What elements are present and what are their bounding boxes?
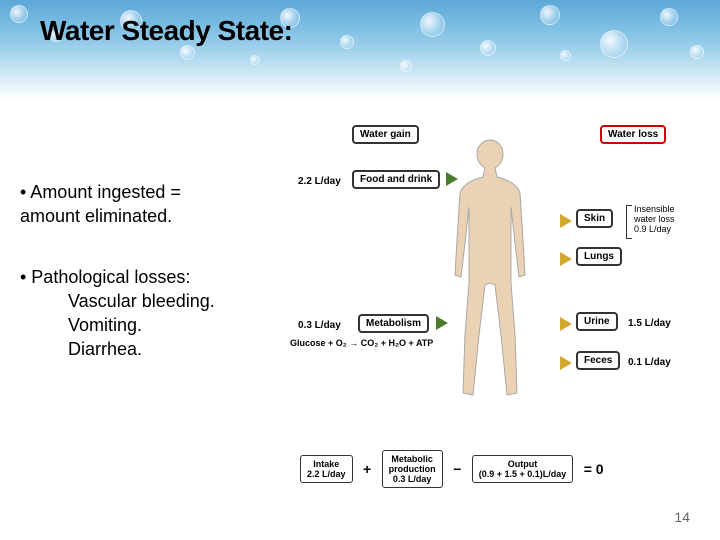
eq-zero: = 0 [584, 461, 604, 477]
eq-plus: + [363, 461, 371, 477]
metab-value: 0.3 L/day [298, 320, 341, 331]
food-arrow [428, 168, 458, 190]
loss-label-box: Water loss [600, 125, 666, 144]
feces-box: Feces [576, 351, 620, 370]
skin-arrow [540, 210, 572, 232]
bullet-2: • Pathological losses: [20, 265, 300, 289]
metab-reaction: Glucose + O₂ → CO₂ + H₂O + ATP [290, 338, 433, 348]
sub-3: Diarrhea. [68, 337, 300, 361]
gain-label-box: Water gain [352, 125, 419, 144]
sub-2: Vomiting. [68, 313, 300, 337]
eq-metab: Metabolic production 0.3 L/day [382, 450, 443, 488]
eq-output: Output (0.9 + 1.5 + 0.1)L/day [472, 455, 574, 483]
slide-title: Water Steady State: [40, 15, 292, 47]
food-box: Food and drink [352, 170, 440, 189]
eq-minus: − [453, 461, 461, 477]
urine-value: 1.5 L/day [628, 318, 671, 329]
equation-row: Intake 2.2 L/day + Metabolic production … [300, 450, 700, 500]
metab-arrow [418, 312, 448, 334]
text-column: • Amount ingested = amount eliminated. •… [20, 180, 300, 362]
skin-box: Skin [576, 209, 613, 228]
feces-value: 0.1 L/day [628, 357, 671, 368]
lungs-arrow [540, 248, 572, 270]
page-number: 14 [674, 509, 690, 525]
feces-arrow [540, 352, 572, 374]
bullet-1b: amount eliminated. [20, 204, 300, 228]
sub-1: Vascular bleeding. [68, 289, 300, 313]
eq-intake: Intake 2.2 L/day [300, 455, 353, 483]
urine-arrow [540, 313, 572, 335]
lungs-box: Lungs [576, 247, 622, 266]
urine-box: Urine [576, 312, 618, 331]
bullet-1a: • Amount ingested = [20, 180, 300, 204]
food-value: 2.2 L/day [298, 176, 341, 187]
skin-note: Insensible water loss 0.9 L/day [634, 205, 675, 235]
